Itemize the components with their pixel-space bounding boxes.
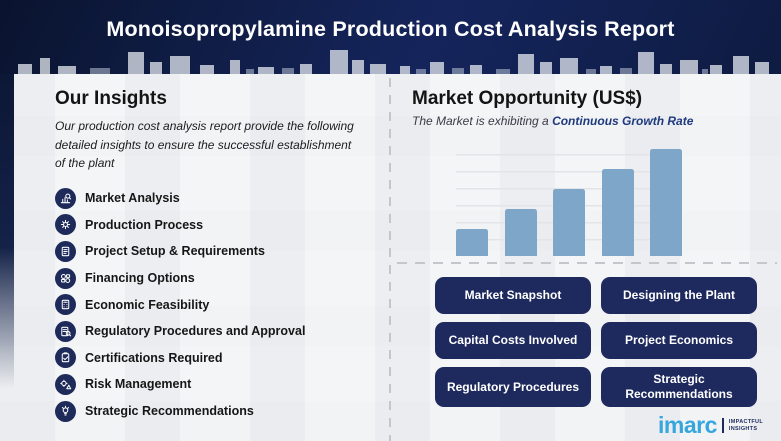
horizontal-dashed-divider — [397, 262, 777, 264]
insight-item-financing-options: Financing Options — [55, 267, 370, 289]
logo-divider — [721, 418, 724, 434]
title-banner: Monoisopropylamine Production Cost Analy… — [0, 0, 781, 74]
insight-item-certifications-required: Certifications Required — [55, 347, 370, 369]
insight-item-project-setup-requirements: Project Setup & Requirements — [55, 240, 370, 262]
insight-item-label: Project Setup & Requirements — [85, 244, 265, 259]
subtitle-accent: Continuous Growth Rate — [552, 114, 694, 128]
chart-bar — [504, 209, 537, 256]
risk-management-icon — [55, 373, 76, 395]
insight-item-label: Production Process — [85, 217, 204, 232]
chart-bar — [650, 149, 682, 256]
insight-item-market-analysis: Market Analysis — [55, 187, 370, 209]
insight-item-label: Financing Options — [85, 271, 195, 286]
production-process-icon — [55, 214, 76, 236]
growth-bar-chart — [456, 144, 682, 256]
regulatory-approval-icon — [55, 320, 76, 342]
economic-feasibility-icon — [55, 294, 76, 316]
market-snapshot-button[interactable]: Market Snapshot — [435, 277, 591, 314]
insights-section: Our Insights Our production cost analysi… — [0, 74, 390, 427]
chart-bars — [456, 144, 682, 256]
strategic-recommendations-icon — [55, 400, 76, 422]
vertical-dashed-divider — [389, 78, 391, 441]
market-subtitle: The Market is exhibiting a Continuous Gr… — [412, 114, 781, 128]
insight-item-label: Risk Management — [85, 377, 192, 392]
market-opportunity-section: Market Opportunity (US$) The Market is e… — [412, 74, 781, 256]
insight-item-label: Regulatory Procedures and Approval — [85, 324, 306, 339]
project-economics-button[interactable]: Project Economics — [601, 322, 757, 359]
insight-item-label: Strategic Recommendations — [85, 404, 254, 419]
capital-costs-involved-button[interactable]: Capital Costs Involved — [435, 322, 591, 359]
designing-the-plant-button[interactable]: Designing the Plant — [601, 277, 757, 314]
project-setup-icon — [55, 240, 76, 262]
imarc-logo[interactable]: imarc IMPACTFUL INSIGHTS — [658, 412, 763, 439]
regulatory-procedures-button[interactable]: Regulatory Procedures — [435, 367, 591, 407]
report-buttons-grid: Market Snapshot Designing the Plant Capita… — [435, 277, 757, 407]
imarc-logo-text: imarc — [658, 412, 717, 439]
market-heading: Market Opportunity (US$) — [412, 88, 643, 109]
market-analysis-icon — [55, 187, 76, 209]
insight-item-regulatory-procedures-and-approval: Regulatory Procedures and Approval — [55, 320, 370, 342]
logo-tagline: IMPACTFUL INSIGHTS — [728, 418, 763, 432]
chart-bar — [553, 189, 585, 256]
insight-item-risk-management: Risk Management — [55, 373, 370, 395]
chart-bar — [601, 169, 634, 256]
insights-heading: Our Insights — [55, 88, 167, 109]
insight-item-strategic-recommendations: Strategic Recommendations — [55, 400, 370, 422]
insights-description: Our production cost analysis report prov… — [55, 119, 354, 171]
left-edge-shade — [0, 74, 14, 389]
subtitle-prefix: The Market is exhibiting a — [412, 114, 553, 128]
city-skyline-graphic — [18, 50, 769, 74]
financing-options-icon — [55, 267, 76, 289]
insights-list: Market Analysis Production Process Project… — [55, 187, 370, 422]
page-title: Monoisopropylamine Production Cost Analy… — [106, 17, 675, 41]
certifications-icon — [55, 347, 76, 369]
insight-item-production-process: Production Process — [55, 214, 370, 236]
insight-item-economic-feasibility: Economic Feasibility — [55, 294, 370, 316]
insight-item-label: Economic Feasibility — [85, 297, 210, 312]
chart-bar — [456, 229, 488, 256]
insight-item-label: Market Analysis — [85, 191, 180, 206]
insight-item-label: Certifications Required — [85, 350, 223, 365]
strategic-recommendations-button[interactable]: Strategic Recommendations — [601, 367, 757, 407]
